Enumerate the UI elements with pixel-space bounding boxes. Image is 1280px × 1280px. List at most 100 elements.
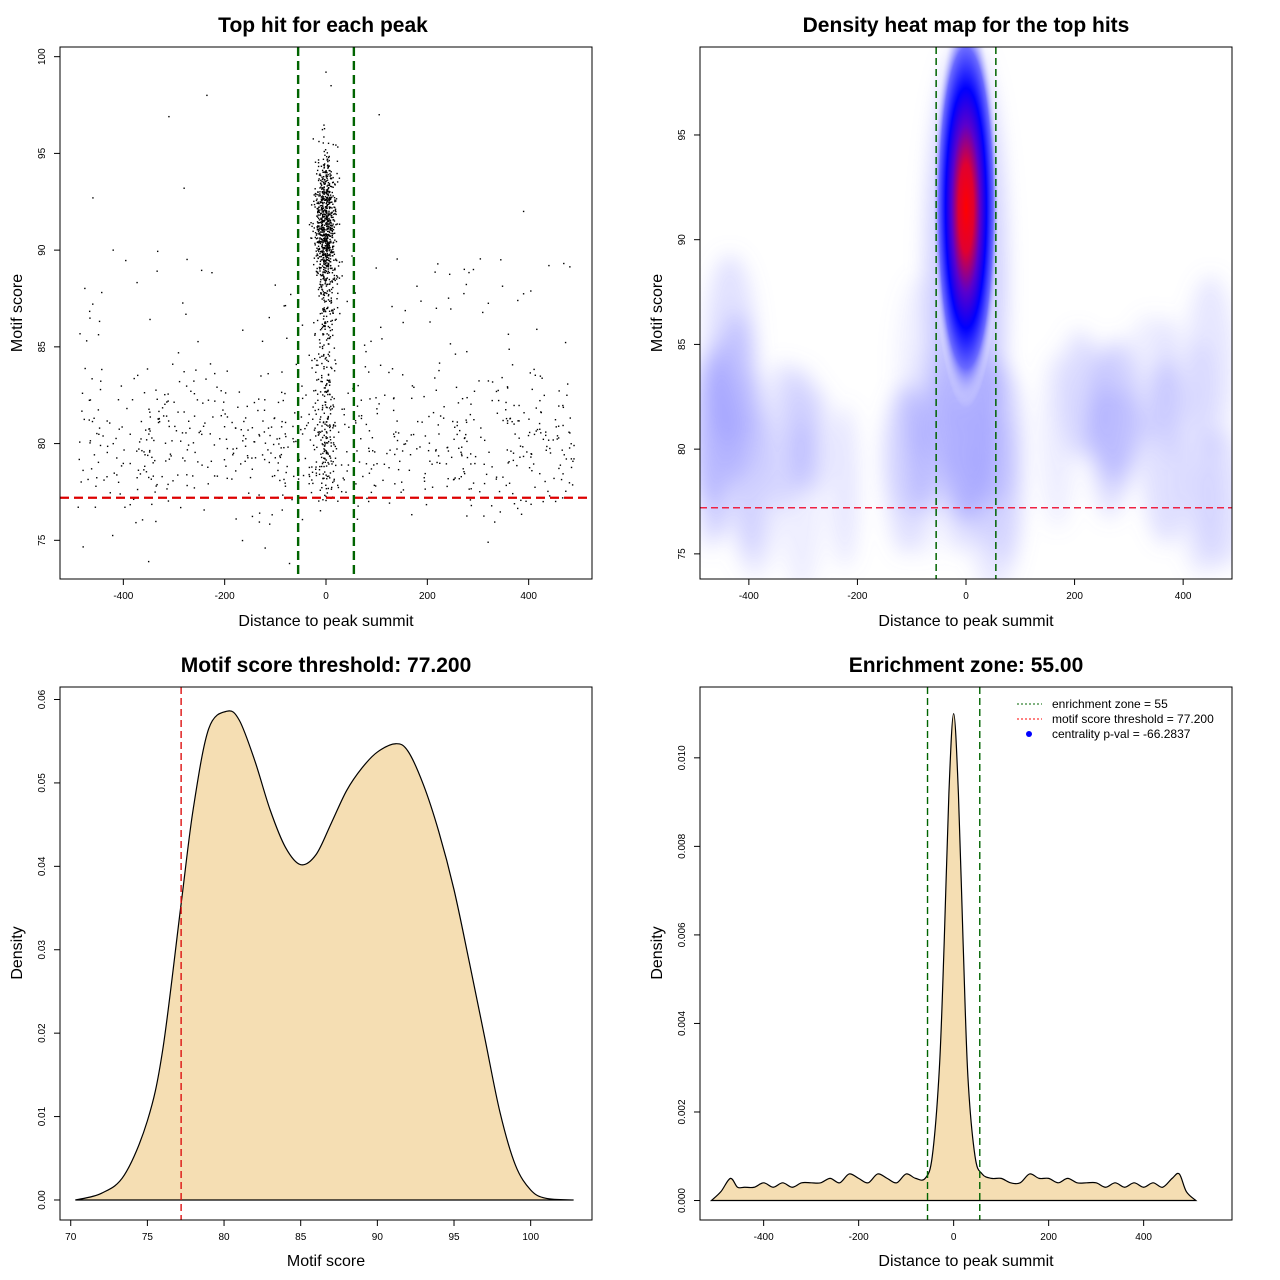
- scatter-point: [328, 214, 331, 216]
- scatter-point: [277, 462, 279, 464]
- scatter-point: [324, 322, 326, 324]
- scatter-point: [322, 203, 324, 205]
- scatter-point: [335, 144, 337, 146]
- scatter-point: [323, 166, 326, 168]
- scatter-point: [329, 424, 331, 426]
- scatter-point: [145, 471, 148, 473]
- score-density-ytick-label: 0.04: [37, 856, 48, 876]
- scatter-point: [172, 480, 174, 482]
- scatter-point: [183, 371, 185, 373]
- scatter-point: [501, 285, 504, 287]
- scatter-point: [172, 363, 174, 365]
- scatter-point: [328, 202, 331, 205]
- scatter-point: [360, 438, 362, 440]
- scatter-point: [323, 276, 325, 278]
- scatter-point: [82, 546, 84, 548]
- scatter-point: [333, 436, 335, 438]
- scatter-point: [205, 378, 207, 380]
- scatter-point: [452, 420, 454, 423]
- scatter-xtick-label: -400: [113, 591, 133, 602]
- scatter-point: [545, 434, 547, 437]
- scatter-point: [334, 212, 336, 215]
- scatter-point: [326, 218, 329, 220]
- scatter-point: [437, 424, 439, 426]
- scatter-point: [511, 420, 513, 423]
- scatter-point: [325, 484, 327, 486]
- scatter-point: [96, 432, 98, 435]
- scatter-point: [329, 381, 331, 383]
- scatter-point: [323, 179, 326, 181]
- scatter-point: [317, 208, 319, 210]
- scatter-point: [334, 359, 336, 361]
- scatter-point: [472, 268, 475, 271]
- scatter-point: [497, 399, 500, 402]
- scatter-point: [323, 477, 325, 480]
- scatter-point: [316, 393, 319, 395]
- distance-density-xlabel: Distance to peak summit: [878, 1253, 1054, 1270]
- scatter-point: [320, 327, 323, 330]
- scatter-point: [553, 477, 555, 480]
- scatter-point: [507, 333, 510, 335]
- scatter-point: [463, 471, 465, 473]
- scatter-point: [268, 461, 271, 464]
- scatter-point: [334, 425, 337, 427]
- scatter-point: [79, 333, 81, 335]
- scatter-point: [328, 407, 331, 409]
- scatter-point: [399, 460, 401, 463]
- scatter-point: [317, 210, 320, 213]
- scatter-point: [323, 201, 325, 204]
- scatter-point: [317, 353, 320, 355]
- scatter-point: [210, 460, 213, 463]
- scatter-point: [324, 461, 326, 464]
- scatter-point: [147, 454, 149, 457]
- scatter-point: [323, 237, 326, 239]
- scatter-point: [327, 334, 330, 336]
- scatter-point: [320, 292, 322, 294]
- scatter-x-axis: -400 -200 0 200 400: [113, 579, 537, 602]
- scatter-point: [320, 179, 322, 182]
- scatter-point: [393, 397, 395, 399]
- scatter-point: [478, 380, 480, 382]
- scatter-point: [322, 182, 325, 184]
- scatter-point: [325, 465, 328, 467]
- scatter-point: [320, 196, 322, 198]
- scatter-point: [247, 457, 249, 459]
- scatter-point: [487, 380, 490, 382]
- scatter-point: [371, 437, 374, 439]
- legend-threshold-label: motif score threshold = 77.200: [1052, 712, 1214, 726]
- scatter-point: [169, 453, 172, 455]
- heatmap-xtick-label: 0: [963, 591, 969, 602]
- scatter-point: [528, 431, 531, 434]
- scatter-point: [368, 447, 370, 450]
- scatter-point: [314, 244, 316, 246]
- scatter-point: [357, 384, 359, 387]
- scatter-point: [323, 260, 325, 262]
- scatter-point: [321, 347, 324, 350]
- scatter-point: [328, 245, 331, 247]
- scatter-point: [372, 450, 374, 452]
- scatter-point: [366, 497, 368, 500]
- scatter-point: [565, 458, 568, 460]
- scatter-point: [322, 253, 325, 255]
- scatter-point: [373, 484, 376, 487]
- scatter-point: [201, 433, 203, 436]
- scatter-point: [98, 427, 101, 429]
- scatter-point: [333, 478, 335, 481]
- scatter-point: [323, 457, 325, 459]
- scatter-point: [144, 454, 146, 456]
- scatter-point: [423, 395, 425, 398]
- scatter-point: [225, 465, 227, 467]
- scatter-point: [320, 250, 323, 252]
- legend: enrichment zone = 55 motif score thresho…: [1017, 697, 1214, 741]
- scatter-point: [321, 228, 323, 231]
- scatter-point: [321, 202, 324, 204]
- scatter-point: [274, 284, 277, 286]
- scatter-point: [329, 253, 331, 255]
- scatter-point: [328, 393, 331, 396]
- scatter-point: [324, 283, 326, 285]
- scatter-point: [358, 415, 360, 417]
- scatter-point: [525, 500, 527, 502]
- scatter-point: [323, 193, 326, 195]
- scatter-point: [330, 445, 332, 447]
